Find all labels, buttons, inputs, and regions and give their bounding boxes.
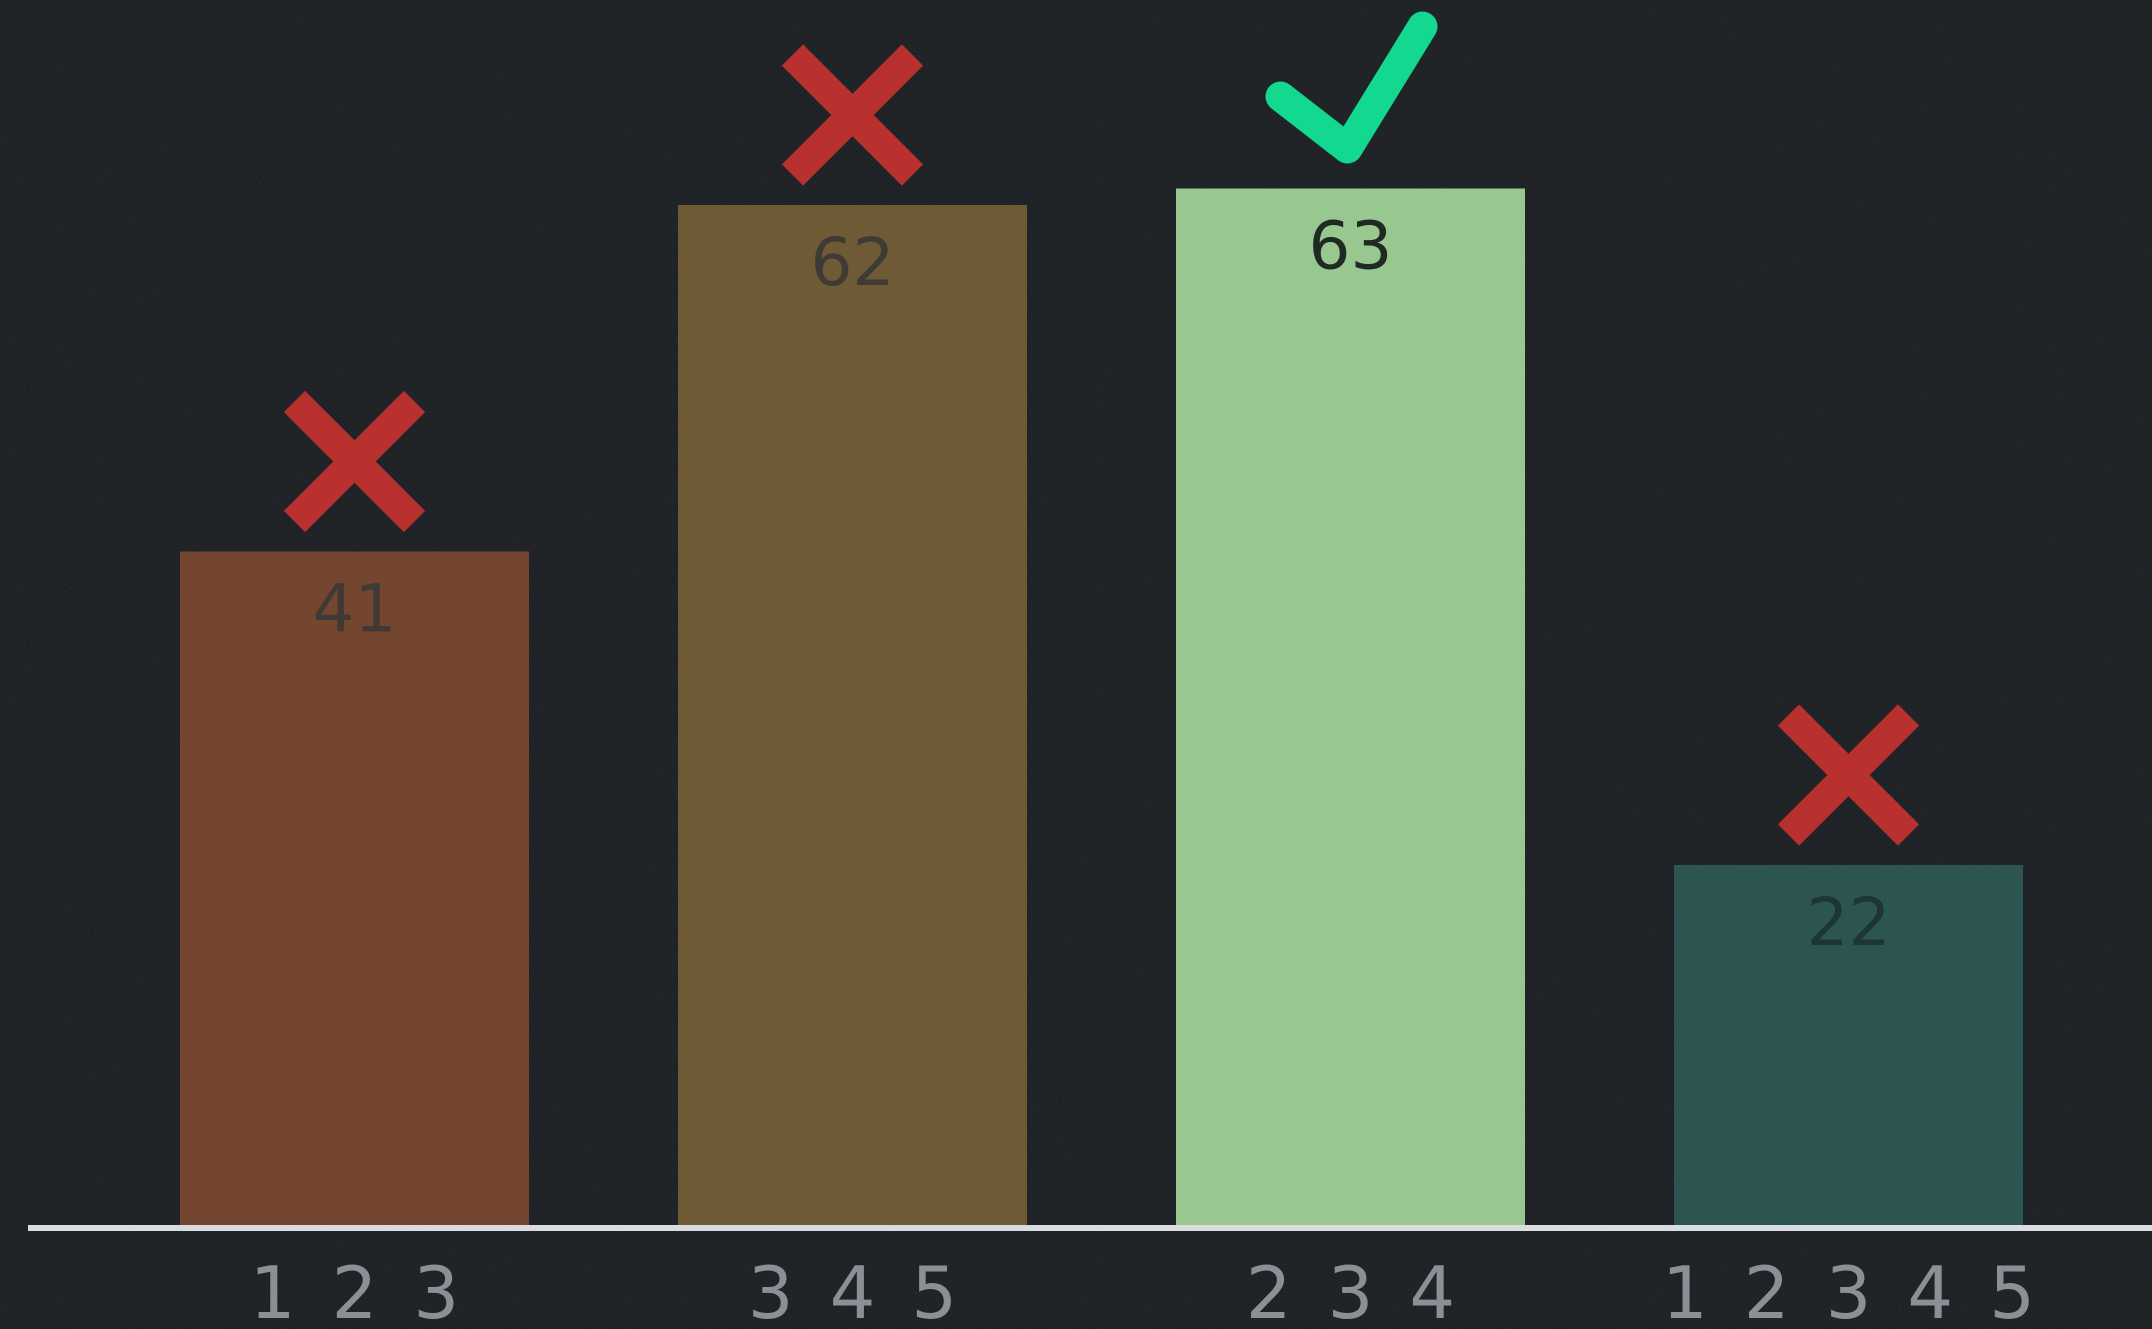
bar-3 bbox=[1176, 188, 1525, 1228]
cross-icon-1 bbox=[283, 390, 426, 533]
value-label-1: 41 bbox=[313, 571, 397, 648]
category-label-2: 3 4 5 bbox=[748, 1251, 957, 1329]
value-label-2: 62 bbox=[811, 224, 895, 301]
cross-icon-4 bbox=[1777, 704, 1920, 846]
markers-layer bbox=[283, 11, 1920, 846]
value-label-3: 63 bbox=[1309, 208, 1393, 285]
category-label-4: 1 2 3 4 5 bbox=[1662, 1251, 2035, 1329]
check-icon-3 bbox=[1265, 11, 1438, 164]
cross-icon-2 bbox=[781, 44, 924, 186]
category-label-3: 2 3 4 bbox=[1246, 1251, 1455, 1329]
bar-4 bbox=[1674, 865, 2023, 1228]
bar-1 bbox=[180, 551, 529, 1228]
category-label-1: 1 2 3 bbox=[250, 1251, 459, 1329]
category-labels-layer: 1 2 3 3 4 5 2 3 4 1 2 3 4 5 bbox=[250, 1251, 2035, 1329]
bar-2 bbox=[678, 205, 1027, 1228]
value-label-4: 22 bbox=[1807, 884, 1891, 961]
value-labels-layer: 41 62 63 22 bbox=[313, 208, 1891, 962]
bars-layer bbox=[180, 188, 2023, 1228]
